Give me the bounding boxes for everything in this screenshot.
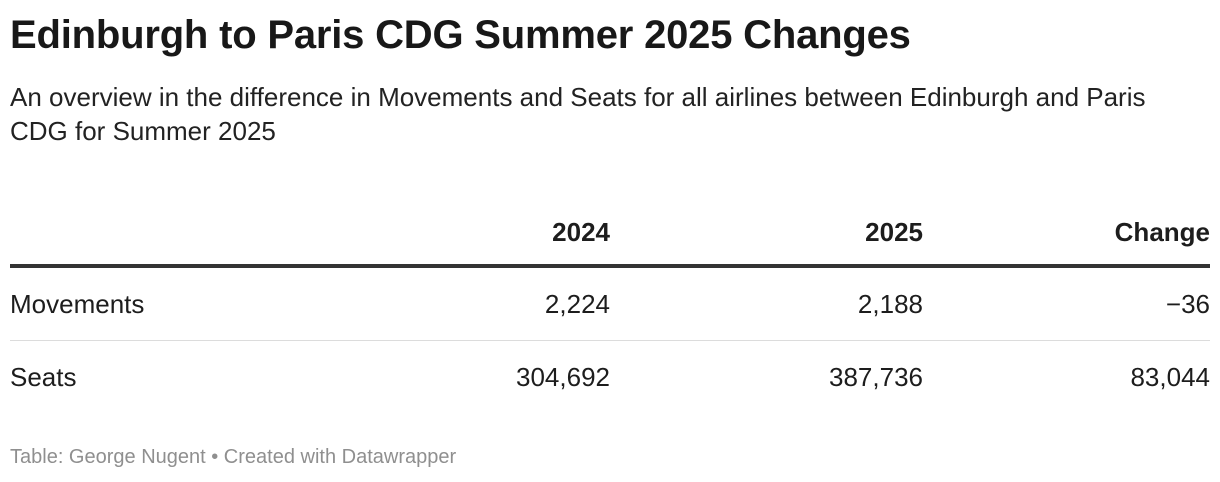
row-label: Seats bbox=[10, 361, 77, 392]
table-header-row: 2024 2025 Change bbox=[10, 200, 1210, 268]
table-row: Seats 304,692 387,736 83,044 bbox=[10, 341, 1210, 414]
cell-change: 83,044 bbox=[1130, 361, 1210, 392]
chart-title: Edinburgh to Paris CDG Summer 2025 Chang… bbox=[10, 13, 911, 57]
row-label: Movements bbox=[10, 266, 310, 341]
header-2025: 2025 bbox=[610, 200, 923, 268]
header-label bbox=[10, 200, 310, 268]
cell-2024: 2,224 bbox=[310, 266, 610, 341]
table-row: Movements 2,224 2,188 −36 bbox=[10, 266, 1210, 341]
header-change: Change bbox=[923, 200, 1210, 268]
header-2024: 2024 bbox=[310, 200, 610, 268]
cell-2024: 304,692 bbox=[516, 361, 610, 392]
cell-2025: 2,188 bbox=[610, 266, 923, 341]
chart-subtitle: An overview in the difference in Movemen… bbox=[10, 82, 1146, 146]
cell-change: −36 bbox=[923, 266, 1210, 341]
chart-container: Edinburgh to Paris CDG Summer 2025 Chang… bbox=[10, 10, 1210, 392]
cell-2025: 387,736 bbox=[829, 361, 923, 392]
chart-footer: Table: George Nugent • Created with Data… bbox=[10, 446, 457, 468]
data-table: 2024 2025 Change Movements 2,224 2,188 −… bbox=[10, 200, 1210, 413]
